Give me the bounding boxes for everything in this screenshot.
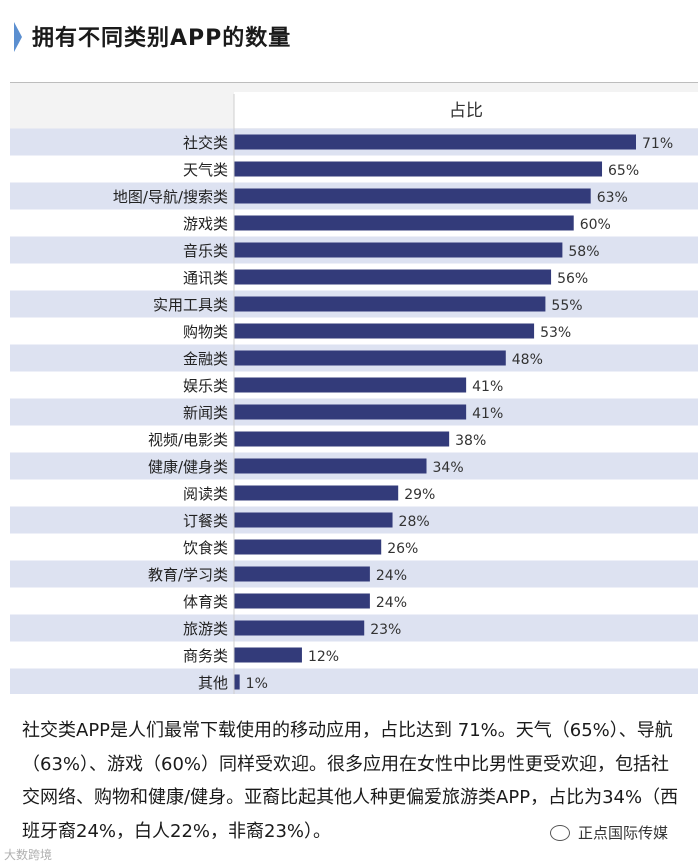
bar bbox=[234, 161, 603, 177]
bar bbox=[234, 620, 365, 636]
category-label: 订餐类 bbox=[183, 512, 228, 530]
data-label: 48% bbox=[512, 352, 543, 368]
chart-title-cell bbox=[234, 92, 698, 128]
data-label: 29% bbox=[404, 487, 435, 503]
category-label: 旅游类 bbox=[183, 620, 228, 638]
data-label: 71% bbox=[642, 136, 673, 152]
category-label: 新闻类 bbox=[183, 404, 228, 422]
data-label: 34% bbox=[433, 460, 464, 476]
category-label: 教育/学习类 bbox=[148, 566, 228, 584]
category-label: 天气类 bbox=[183, 161, 228, 179]
chart-panel: 占比社交类 71% 天气类 65% 地图/导航/搜索类 63% 游戏类 60% 音乐类 58% 通讯… bbox=[10, 82, 698, 694]
category-label: 通讯类 bbox=[183, 269, 228, 287]
bar bbox=[234, 674, 240, 690]
category-label: 实用工具类 bbox=[153, 296, 228, 314]
wechat-icon bbox=[550, 824, 570, 841]
bar bbox=[234, 350, 506, 366]
bar bbox=[234, 512, 393, 528]
category-label: 购物类 bbox=[183, 323, 228, 341]
category-label: 健康/健身类 bbox=[148, 458, 228, 476]
category-label: 商务类 bbox=[183, 647, 228, 665]
bar bbox=[234, 215, 574, 231]
bar bbox=[234, 242, 563, 258]
header: 拥有不同类别APP的数量 bbox=[0, 0, 698, 70]
title-accent-arrow bbox=[14, 22, 22, 52]
data-label: 63% bbox=[597, 190, 628, 206]
watermark-left: 大数跨境 bbox=[4, 846, 52, 863]
data-label: 26% bbox=[387, 541, 418, 557]
watermark-left-text: 大数跨境 bbox=[4, 848, 53, 862]
page-title: 拥有不同类别APP的数量 bbox=[32, 26, 292, 51]
bar bbox=[234, 296, 546, 312]
data-label: 58% bbox=[568, 244, 599, 260]
category-label: 视频/电影类 bbox=[148, 431, 228, 449]
data-label: 23% bbox=[370, 622, 401, 638]
category-label: 其他 bbox=[198, 674, 228, 692]
category-label: 音乐类 bbox=[183, 242, 228, 260]
bar bbox=[234, 647, 302, 663]
category-label: 阅读类 bbox=[183, 485, 228, 503]
row-band bbox=[10, 668, 698, 694]
bar bbox=[234, 485, 399, 501]
data-label: 56% bbox=[557, 271, 588, 287]
panel-top-border bbox=[10, 82, 698, 83]
bar bbox=[234, 323, 535, 339]
category-label: 社交类 bbox=[183, 134, 228, 152]
bar bbox=[234, 188, 591, 204]
category-label: 饮食类 bbox=[183, 539, 228, 557]
data-label: 60% bbox=[580, 217, 611, 233]
bar bbox=[234, 404, 467, 420]
data-label: 55% bbox=[551, 298, 582, 314]
chart-title: 占比 bbox=[449, 101, 483, 121]
category-label: 娱乐类 bbox=[183, 377, 228, 395]
data-label: 65% bbox=[608, 163, 639, 179]
caption-text: 社交类APP是人们最常下载使用的移动应用，占比达到 71%。天气（65%）、导航… bbox=[22, 720, 679, 842]
bar bbox=[234, 269, 552, 285]
watermark-right: 正点国际传媒 bbox=[550, 822, 668, 843]
category-label: 地图/导航/搜索类 bbox=[113, 188, 228, 206]
bar bbox=[234, 458, 427, 474]
bar bbox=[234, 431, 450, 447]
bar bbox=[234, 593, 370, 609]
data-label: 24% bbox=[376, 568, 407, 584]
watermark-right-text: 正点国际传媒 bbox=[578, 824, 669, 842]
bar bbox=[234, 539, 382, 555]
data-label: 53% bbox=[540, 325, 571, 341]
row-band bbox=[10, 641, 698, 669]
bar bbox=[234, 134, 636, 150]
data-label: 38% bbox=[455, 433, 486, 449]
bar bbox=[234, 566, 370, 582]
category-label: 金融类 bbox=[183, 350, 228, 368]
data-label: 12% bbox=[308, 649, 339, 665]
data-label: 41% bbox=[472, 406, 503, 422]
bar bbox=[234, 377, 467, 393]
data-label: 1% bbox=[246, 676, 268, 692]
data-label: 41% bbox=[472, 379, 503, 395]
data-label: 28% bbox=[399, 514, 430, 530]
data-label: 24% bbox=[376, 595, 407, 611]
category-label: 体育类 bbox=[183, 593, 228, 611]
category-label: 游戏类 bbox=[183, 215, 228, 233]
